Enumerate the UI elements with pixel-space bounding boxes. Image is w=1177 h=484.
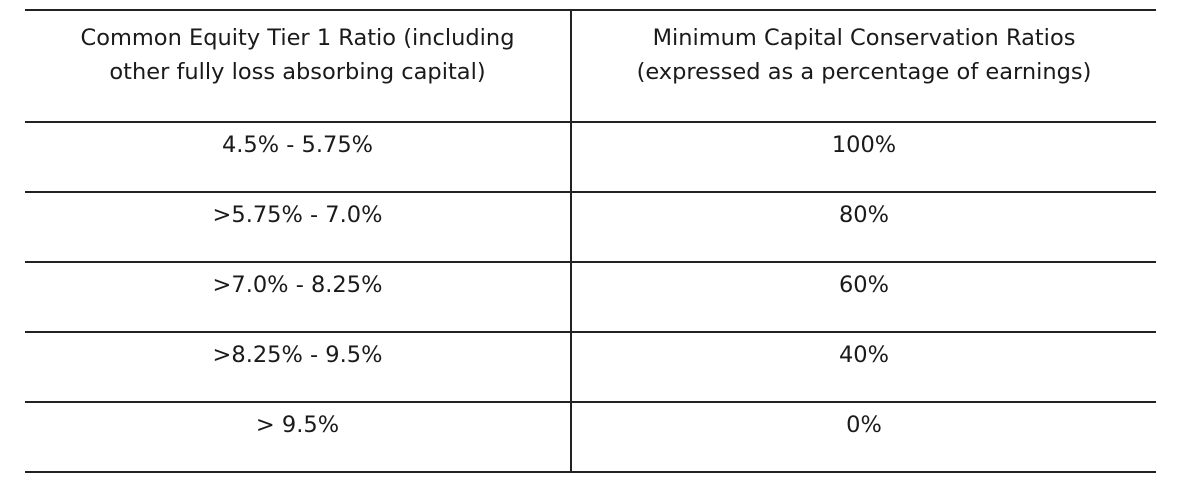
conservation-ratio-cell: 60% xyxy=(571,262,1156,333)
capital-conservation-table-container: Common Equity Tier 1 Ratio (including ot… xyxy=(25,9,1156,473)
conservation-ratio-cell: 0% xyxy=(571,402,1156,473)
capital-conservation-table: Common Equity Tier 1 Ratio (including ot… xyxy=(25,9,1156,473)
cet1-range-cell: > 9.5% xyxy=(25,402,572,473)
header-cet1-ratio: Common Equity Tier 1 Ratio (including ot… xyxy=(25,9,572,123)
table-row: >8.25% - 9.5% 40% xyxy=(25,332,1156,403)
conservation-ratio-cell: 80% xyxy=(571,192,1156,263)
table-row: >7.0% - 8.25% 60% xyxy=(25,262,1156,333)
table-row: > 9.5% 0% xyxy=(25,402,1156,473)
cet1-range-cell: >8.25% - 9.5% xyxy=(25,332,572,403)
header-conservation-ratio: Minimum Capital Conservation Ratios (exp… xyxy=(571,9,1156,123)
conservation-ratio-cell: 40% xyxy=(571,332,1156,403)
conservation-ratio-cell: 100% xyxy=(571,122,1156,193)
table-row: >5.75% - 7.0% 80% xyxy=(25,192,1156,263)
cet1-range-cell: >7.0% - 8.25% xyxy=(25,262,572,333)
table-header-row: Common Equity Tier 1 Ratio (including ot… xyxy=(25,9,1156,123)
table-row: 4.5% - 5.75% 100% xyxy=(25,122,1156,193)
cet1-range-cell: >5.75% - 7.0% xyxy=(25,192,572,263)
cet1-range-cell: 4.5% - 5.75% xyxy=(25,122,572,193)
